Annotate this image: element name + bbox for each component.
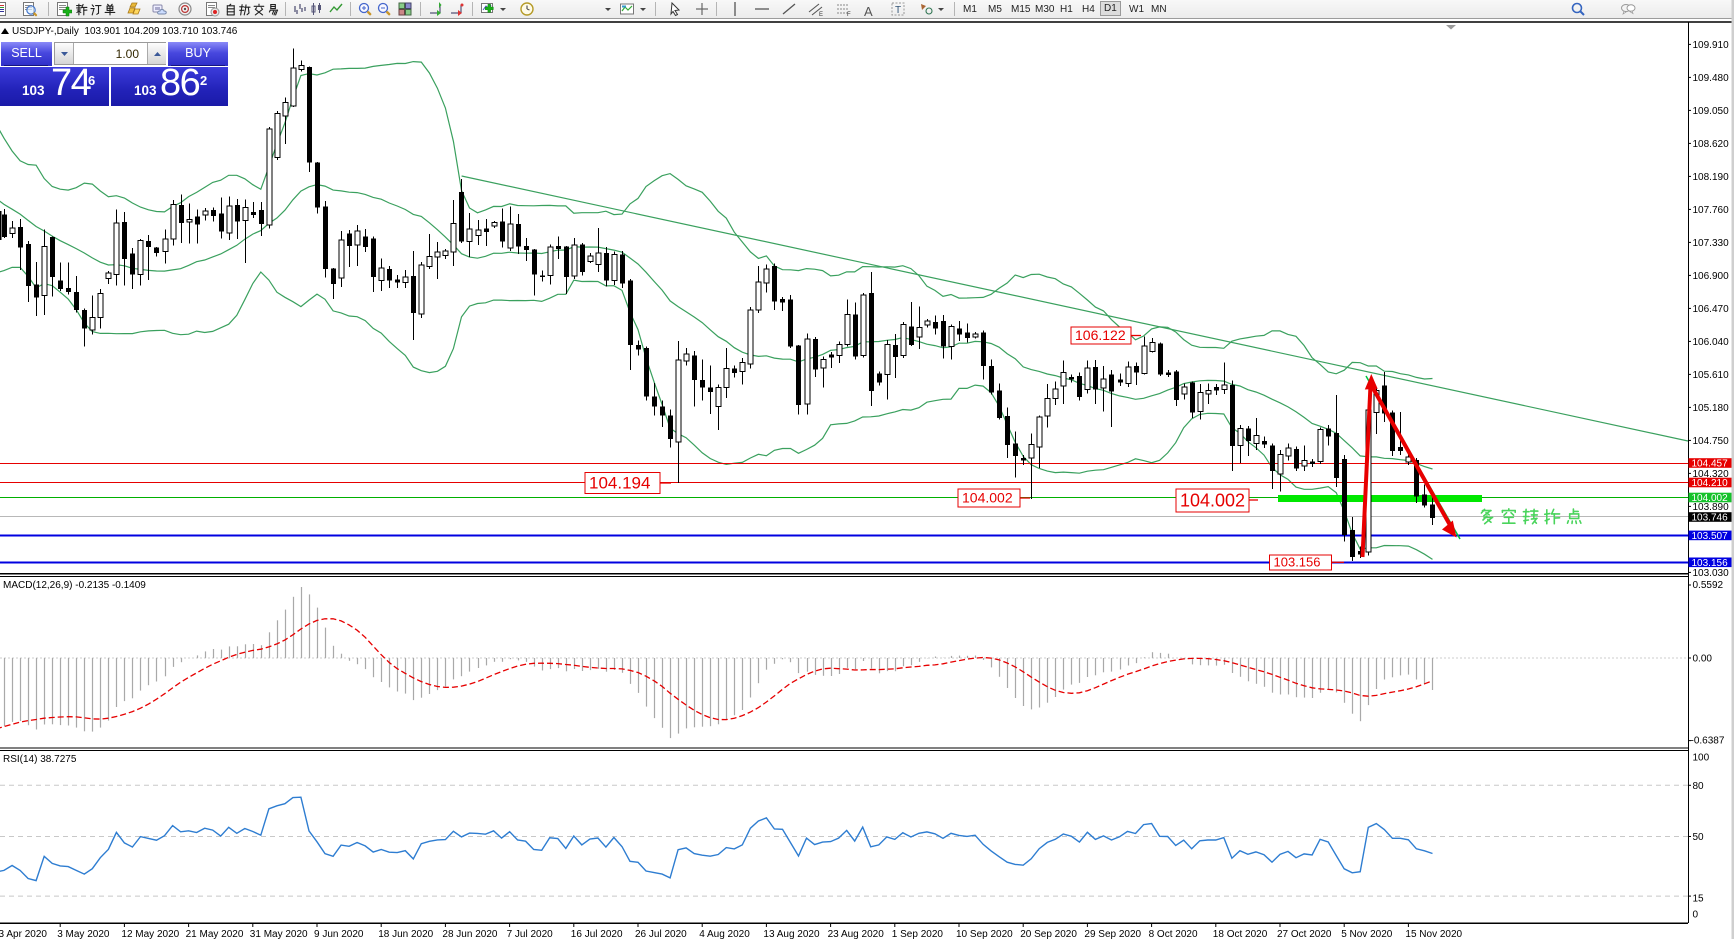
svg-text:RSI(14) 38.7275: RSI(14) 38.7275 (3, 754, 77, 765)
svg-text:108.190: 108.190 (1693, 172, 1730, 183)
svg-text:103.156: 103.156 (1692, 558, 1729, 569)
svg-text:MACD(12,26,9) -0.2135 -0.1409: MACD(12,26,9) -0.2135 -0.1409 (3, 580, 146, 591)
svg-text:108.620: 108.620 (1693, 139, 1730, 150)
svg-text:26 Jul 2020: 26 Jul 2020 (635, 929, 687, 939)
svg-text:3 May 2020: 3 May 2020 (57, 929, 110, 939)
svg-text:0: 0 (1693, 910, 1699, 921)
svg-text:29 Sep 2020: 29 Sep 2020 (1084, 929, 1141, 939)
svg-text:20 Sep 2020: 20 Sep 2020 (1020, 929, 1077, 939)
svg-text:16 Jul 2020: 16 Jul 2020 (571, 929, 623, 939)
svg-text:104.002: 104.002 (1692, 493, 1729, 504)
svg-text:5 Nov 2020: 5 Nov 2020 (1341, 929, 1393, 939)
svg-text:F: F (847, 12, 851, 17)
svg-text:107.330: 107.330 (1693, 238, 1730, 249)
svg-text:80: 80 (1693, 781, 1705, 792)
svg-text:104.210: 104.210 (1692, 478, 1729, 489)
svg-text:T: T (895, 5, 901, 16)
svg-text:106.040: 106.040 (1693, 337, 1730, 348)
svg-text:15 Nov 2020: 15 Nov 2020 (1405, 929, 1462, 939)
svg-text:0.5592: 0.5592 (1693, 580, 1724, 591)
svg-text:104.457: 104.457 (1692, 459, 1729, 470)
svg-text:109.910: 109.910 (1693, 40, 1730, 51)
svg-text:31 May 2020: 31 May 2020 (250, 929, 308, 939)
svg-text:104.750: 104.750 (1693, 436, 1730, 447)
svg-text:9 Jun 2020: 9 Jun 2020 (314, 929, 364, 939)
svg-text:23 Apr 2020: 23 Apr 2020 (0, 929, 47, 939)
svg-text:105.180: 105.180 (1693, 403, 1730, 414)
svg-text:106.470: 106.470 (1693, 304, 1730, 315)
svg-text:109.050: 109.050 (1693, 106, 1730, 117)
svg-text:109.480: 109.480 (1693, 73, 1730, 84)
svg-text:100: 100 (1693, 753, 1710, 764)
svg-text:104.002: 104.002 (962, 490, 1013, 506)
svg-text:28 Jun 2020: 28 Jun 2020 (442, 929, 497, 939)
svg-text:106.900: 106.900 (1693, 271, 1730, 282)
svg-text:103.890: 103.890 (1693, 502, 1730, 513)
svg-text:1 Sep 2020: 1 Sep 2020 (892, 929, 944, 939)
svg-text:0.00: 0.00 (1693, 654, 1713, 665)
svg-text:104.320: 104.320 (1693, 469, 1730, 480)
svg-text:104.194: 104.194 (589, 474, 650, 493)
svg-text:107.760: 107.760 (1693, 205, 1730, 216)
svg-text:103.030: 103.030 (1693, 568, 1730, 579)
svg-text:23 Aug 2020: 23 Aug 2020 (828, 929, 885, 939)
svg-text:13 Aug 2020: 13 Aug 2020 (763, 929, 820, 939)
svg-text:7 Jul 2020: 7 Jul 2020 (507, 929, 554, 939)
svg-text:103.507: 103.507 (1692, 531, 1729, 542)
svg-text:15: 15 (1693, 894, 1705, 905)
svg-text:4 Aug 2020: 4 Aug 2020 (699, 929, 750, 939)
svg-text:21 May 2020: 21 May 2020 (186, 929, 244, 939)
svg-text:103.746: 103.746 (1692, 513, 1729, 524)
svg-text:103.156: 103.156 (1274, 555, 1321, 570)
svg-text:18 Oct 2020: 18 Oct 2020 (1213, 929, 1268, 939)
svg-text:50: 50 (1693, 832, 1705, 843)
svg-text:-0.6387: -0.6387 (1691, 736, 1725, 747)
svg-text:8 Oct 2020: 8 Oct 2020 (1149, 929, 1198, 939)
svg-text:18 Jun 2020: 18 Jun 2020 (378, 929, 433, 939)
svg-text:12 May 2020: 12 May 2020 (121, 929, 179, 939)
svg-text:106.122: 106.122 (1075, 327, 1126, 343)
svg-text:27 Oct 2020: 27 Oct 2020 (1277, 929, 1332, 939)
svg-text:104.002: 104.002 (1180, 491, 1245, 511)
svg-text:105.610: 105.610 (1693, 370, 1730, 381)
svg-text:10 Sep 2020: 10 Sep 2020 (956, 929, 1013, 939)
svg-text:E: E (819, 12, 823, 17)
